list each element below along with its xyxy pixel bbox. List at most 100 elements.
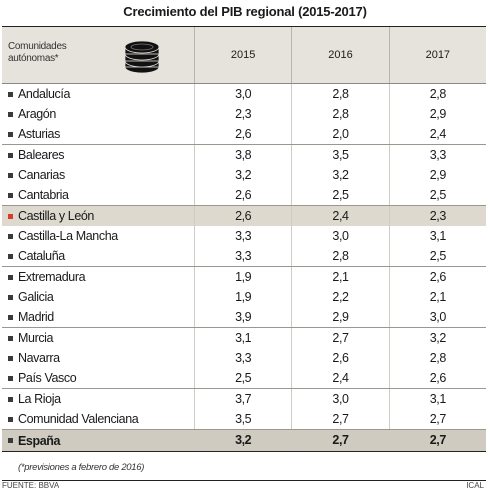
region-cell: Canarias (2, 168, 194, 182)
row-marker-icon (8, 233, 13, 239)
table-row: Galicia 1,9 2,2 2,1 (2, 287, 486, 307)
region-cell: Comunidad Valenciana (2, 412, 194, 426)
value-cell-2017: 2,5 (388, 246, 486, 266)
value-cell-2017: 3,1 (388, 389, 486, 409)
value-cell-2016: 2,4 (291, 368, 388, 388)
region-name: Baleares (18, 148, 65, 162)
value-cell-2017: 2,5 (388, 185, 486, 205)
row-group: Castilla y León 2,6 2,4 2,3 Castilla-La Manc… (2, 206, 486, 267)
value-cell-2015: 2,6 (194, 185, 291, 205)
column-header-2015: 2015 (194, 27, 291, 83)
region-name: Andalucía (18, 87, 70, 101)
row-marker-icon (8, 314, 13, 320)
region-name: Asturias (18, 127, 60, 141)
region-cell: Navarra (2, 351, 194, 365)
row-marker-icon (8, 192, 13, 198)
value-cell-2017: 2,4 (388, 124, 486, 144)
header-label-cell: Comunidades autónomas* (2, 27, 194, 83)
source-text: FUENTE: BBVA (2, 482, 60, 488)
coin-stack-icon (124, 40, 160, 74)
value-cell-2015: 2,6 (194, 124, 291, 144)
region-name: Comunidad Valenciana (18, 412, 139, 426)
row-marker-icon (8, 438, 13, 443)
table-row: Cataluña 3,3 2,8 2,5 (2, 246, 486, 266)
value-cell-2017: 2,9 (388, 165, 486, 185)
row-group: Extremadura 1,9 2,1 2,6 Galicia 1,9 2,2 2,1 Madr… (2, 267, 486, 328)
region-name: Aragón (18, 107, 56, 121)
value-cell-2015: 3,3 (194, 348, 291, 368)
value-cell-2016: 2,8 (291, 104, 388, 124)
table-row: Asturias 2,6 2,0 2,4 (2, 124, 486, 144)
region-cell: Aragón (2, 107, 194, 121)
row-group: Andalucía 3,0 2,8 2,8 Aragón 2,3 2,8 2,9 Asturia… (2, 84, 486, 145)
region-cell: Galicia (2, 290, 194, 304)
region-cell: Cantabria (2, 188, 194, 202)
region-name: Galicia (18, 290, 54, 304)
row-marker-icon (8, 396, 13, 402)
value-cell-2015: 3,2 (194, 430, 291, 451)
value-cell-2016: 2,1 (291, 267, 388, 287)
value-cell-2017: 2,1 (388, 287, 486, 307)
region-name: País Vasco (18, 371, 77, 385)
gdp-table: Comunidades autónomas* 2015 2016 2017 An… (2, 26, 486, 452)
value-cell-2015: 3,0 (194, 84, 291, 104)
row-marker-icon (8, 375, 13, 381)
value-cell-2015: 3,7 (194, 389, 291, 409)
value-cell-2015: 3,9 (194, 307, 291, 327)
header-label-line1: Comunidades (8, 41, 67, 52)
value-cell-2016: 3,2 (291, 165, 388, 185)
value-cell-2017: 2,6 (388, 368, 486, 388)
value-cell-2017: 3,1 (388, 226, 486, 246)
table-row: España 3,2 2,7 2,7 (2, 430, 486, 451)
value-cell-2016: 2,4 (291, 206, 388, 226)
value-cell-2015: 2,5 (194, 368, 291, 388)
value-cell-2016: 3,5 (291, 145, 388, 165)
region-cell: Extremadura (2, 270, 194, 284)
row-marker-icon (8, 355, 13, 361)
column-header-2016: 2016 (291, 27, 388, 83)
value-cell-2017: 2,8 (388, 84, 486, 104)
table-row: Baleares 3,8 3,5 3,3 (2, 145, 486, 165)
table-row: La Rioja 3,7 3,0 3,1 (2, 389, 486, 409)
region-name: Castilla y León (18, 209, 94, 223)
region-cell: España (2, 434, 194, 448)
value-cell-2016: 2,0 (291, 124, 388, 144)
footnote: (*previsiones a febrero de 2016) (18, 462, 145, 473)
region-name: Navarra (18, 351, 60, 365)
row-group: Baleares 3,8 3,5 3,3 Canarias 3,2 3,2 2,9 Cantab… (2, 145, 486, 206)
value-cell-2015: 3,2 (194, 165, 291, 185)
value-cell-2016: 2,7 (291, 430, 388, 451)
header-label-line2: autónomas* (8, 53, 59, 64)
value-cell-2016: 2,5 (291, 185, 388, 205)
value-cell-2017: 2,3 (388, 206, 486, 226)
chart-title: Crecimiento del PIB regional (2015-2017) (123, 4, 367, 19)
table-row: Aragón 2,3 2,8 2,9 (2, 104, 486, 124)
value-cell-2017: 2,8 (388, 348, 486, 368)
value-cell-2015: 3,8 (194, 145, 291, 165)
table-row: Castilla-La Mancha 3,3 3,0 3,1 (2, 226, 486, 246)
region-name: Cataluña (18, 249, 65, 263)
region-cell: Madrid (2, 310, 194, 324)
table-row: Andalucía 3,0 2,8 2,8 (2, 84, 486, 104)
value-cell-2015: 1,9 (194, 267, 291, 287)
table-row: Canarias 3,2 3,2 2,9 (2, 165, 486, 185)
row-marker-icon (8, 416, 13, 422)
value-cell-2017: 2,7 (388, 430, 486, 451)
table-row: Castilla y León 2,6 2,4 2,3 (2, 206, 486, 226)
row-marker-icon (8, 111, 13, 117)
value-cell-2016: 2,7 (291, 409, 388, 429)
row-marker-icon (8, 274, 13, 280)
region-cell: La Rioja (2, 392, 194, 406)
row-marker-icon (8, 253, 13, 259)
value-cell-2015: 1,9 (194, 287, 291, 307)
row-marker-icon (8, 213, 13, 219)
value-cell-2017: 3,3 (388, 145, 486, 165)
credit-text: ICAL (466, 482, 484, 488)
value-cell-2017: 2,6 (388, 267, 486, 287)
row-group: Murcia 3,1 2,7 3,2 Navarra 3,3 2,6 2,8 País Vasc… (2, 328, 486, 389)
row-marker-icon (8, 152, 13, 158)
table-row: Murcia 3,1 2,7 3,2 (2, 328, 486, 348)
region-name: Extremadura (18, 270, 86, 284)
region-cell: Andalucía (2, 87, 194, 101)
value-cell-2015: 2,3 (194, 104, 291, 124)
